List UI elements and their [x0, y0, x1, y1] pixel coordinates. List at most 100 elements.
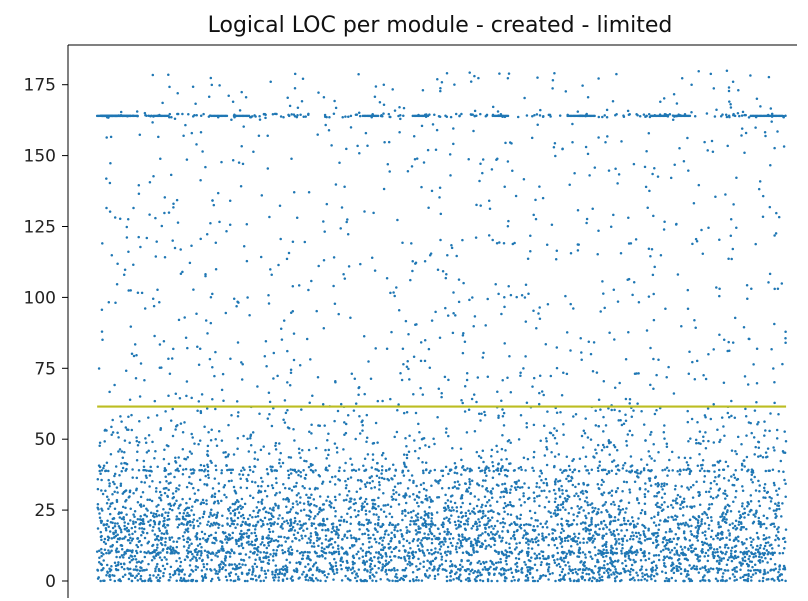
data-point — [445, 273, 448, 276]
data-point — [140, 566, 143, 570]
data-point — [751, 565, 754, 569]
data-point — [351, 571, 354, 575]
data-point — [171, 508, 174, 512]
data-point — [512, 504, 515, 508]
data-point — [334, 514, 337, 518]
data-point — [285, 257, 289, 261]
data-point — [398, 130, 401, 134]
data-point — [227, 479, 231, 483]
data-point — [198, 556, 201, 560]
data-point — [144, 437, 147, 440]
data-point — [621, 539, 625, 543]
data-point — [506, 440, 510, 443]
data-point — [709, 417, 713, 421]
data-point — [405, 531, 409, 534]
data-point — [307, 465, 311, 469]
data-point — [757, 516, 761, 520]
data-point — [709, 543, 712, 547]
data-point — [722, 511, 725, 515]
data-point — [498, 572, 501, 575]
data-point — [284, 564, 287, 567]
data-point — [562, 557, 566, 560]
data-point — [544, 342, 548, 346]
data-point — [237, 505, 240, 509]
data-point — [176, 112, 180, 116]
data-point — [617, 533, 620, 536]
data-point — [172, 540, 175, 543]
data-point — [367, 533, 370, 537]
data-point — [162, 508, 165, 511]
data-point — [144, 474, 148, 477]
data-point — [660, 570, 664, 573]
data-point — [173, 475, 176, 479]
data-point — [201, 537, 205, 540]
data-point — [123, 567, 126, 571]
data-point — [604, 424, 608, 427]
data-point — [522, 456, 526, 460]
data-point — [294, 536, 297, 540]
data-point — [310, 279, 313, 283]
data-point — [672, 566, 675, 570]
data-point — [519, 527, 523, 530]
data-point — [178, 464, 182, 468]
data-point — [624, 419, 628, 423]
data-point — [135, 353, 138, 357]
data-point — [382, 187, 386, 191]
data-point — [577, 469, 581, 473]
data-point — [562, 529, 565, 533]
data-point — [113, 472, 117, 476]
data-point — [412, 509, 415, 513]
data-point — [644, 526, 647, 530]
data-point — [721, 579, 725, 582]
data-point — [545, 520, 549, 523]
data-point — [756, 568, 759, 572]
data-point — [148, 523, 152, 527]
data-point — [775, 508, 779, 511]
data-point — [687, 577, 691, 580]
data-point — [572, 551, 576, 555]
data-point — [483, 410, 486, 414]
data-point — [745, 537, 748, 541]
data-point — [409, 510, 413, 514]
data-point — [384, 504, 387, 507]
data-point — [353, 377, 357, 381]
data-point — [140, 543, 143, 547]
data-point — [572, 537, 575, 541]
data-point — [349, 457, 352, 461]
data-point — [199, 549, 203, 553]
data-point — [443, 517, 446, 521]
data-point — [652, 357, 655, 361]
data-point — [363, 532, 367, 536]
data-point — [692, 564, 696, 568]
data-point — [671, 506, 675, 509]
data-point — [752, 363, 755, 366]
data-point — [610, 562, 614, 566]
data-point — [291, 525, 295, 529]
data-point — [518, 550, 522, 554]
data-point — [647, 529, 650, 532]
data-point — [524, 283, 528, 286]
data-point — [393, 474, 396, 478]
data-point — [198, 542, 202, 546]
data-point — [252, 150, 255, 153]
data-point — [695, 517, 698, 521]
data-point — [267, 518, 271, 521]
data-point — [560, 524, 564, 527]
data-point — [397, 503, 401, 506]
data-point — [183, 316, 186, 319]
data-point — [177, 318, 181, 322]
data-point — [399, 371, 402, 375]
data-point — [713, 470, 716, 473]
data-point — [96, 478, 100, 481]
data-point — [185, 549, 189, 552]
data-point — [744, 407, 747, 411]
data-point — [383, 533, 387, 536]
data-point — [533, 113, 536, 117]
data-point — [217, 482, 221, 485]
data-point — [323, 230, 326, 233]
data-point — [532, 309, 535, 312]
data-point — [376, 521, 380, 525]
data-point — [561, 506, 565, 509]
data-point — [781, 362, 784, 366]
data-point — [745, 552, 749, 556]
